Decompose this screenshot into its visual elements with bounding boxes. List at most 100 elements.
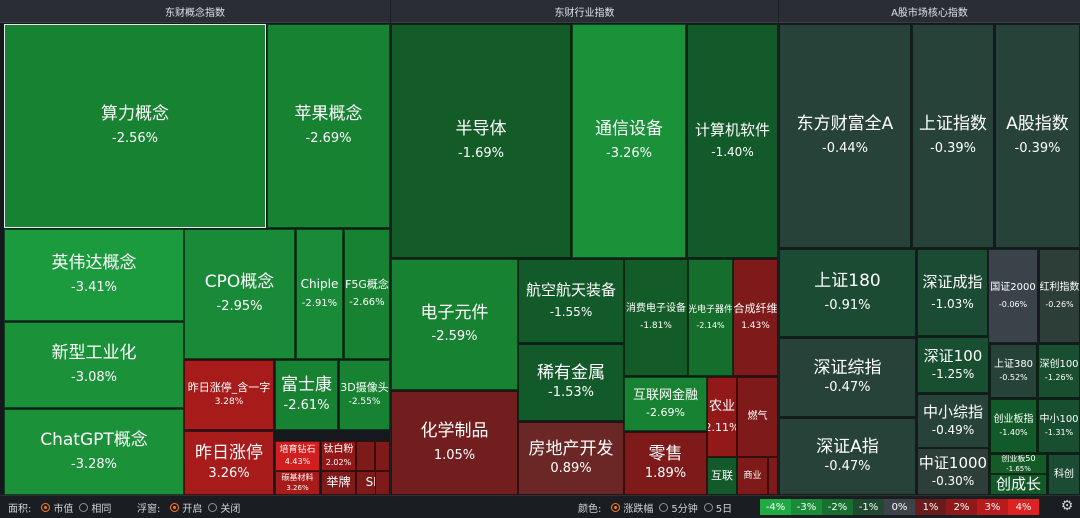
- treemap-tile[interactable]: 培育钻石 4.43%: [275, 441, 320, 471]
- panel-title: A股市场核心指数: [779, 0, 1080, 23]
- treemap-tile[interactable]: Chiple -2.91%: [296, 229, 343, 359]
- treemap-tile[interactable]: 深证100 -1.25%: [917, 337, 989, 393]
- tile-name: 富士康: [281, 375, 332, 396]
- color-option-5day[interactable]: 5日: [698, 500, 732, 515]
- color-scale-swatch: 3%: [977, 499, 1008, 515]
- treemap-tile[interactable]: 中证1000 -0.30%: [917, 448, 989, 495]
- tile-name: 中小综指: [922, 403, 983, 422]
- tile-change: 2.11%: [708, 420, 736, 434]
- treemap-tile[interactable]: 东方财富全A -0.44%: [779, 24, 911, 248]
- treemap-tile[interactable]: 商业: [737, 457, 768, 495]
- area-option-equal[interactable]: 相同: [73, 500, 111, 515]
- tile-name: 航空航天装备: [525, 281, 616, 300]
- tile-change: -3.08%: [71, 369, 117, 385]
- tile-change: 0.89%: [550, 461, 592, 477]
- treemap-tile[interactable]: 化学制品 1.05%: [391, 391, 518, 495]
- treemap-tile[interactable]: 中小综指 -0.49%: [917, 394, 989, 448]
- treemap-tile[interactable]: 上证380 -0.52%: [990, 344, 1037, 398]
- tile-name: 科创: [1054, 468, 1074, 480]
- treemap-tile[interactable]: 国证2000 -0.06%: [988, 249, 1038, 343]
- tile-name: 上证指数: [919, 114, 987, 135]
- treemap-tile[interactable]: 红利指数 -0.26%: [1039, 249, 1080, 343]
- treemap-tile[interactable]: 光电子器件 -2.14%: [688, 259, 733, 376]
- radio-on-icon: [170, 502, 180, 512]
- treemap-tile[interactable]: 深证A指 -0.47%: [779, 418, 916, 495]
- treemap-tile[interactable]: 互联: [707, 457, 737, 495]
- color-scale-legend: -4% -3% -2% -1% 0% 1% 2% 3% 4%: [760, 499, 1039, 515]
- tile-change: -1.26%: [1044, 372, 1074, 382]
- tile-name: 创业板50: [1001, 454, 1036, 464]
- treemap-tile[interactable]: 新型工业化 -3.08%: [4, 322, 184, 408]
- treemap-tile[interactable]: 英伟达概念 -3.41%: [4, 229, 184, 321]
- tile-name: 创业板指: [993, 414, 1034, 426]
- treemap-tile[interactable]: 合成纤维 1.43%: [733, 259, 778, 376]
- tile-name: 深创100: [1039, 359, 1079, 371]
- treemap-tile[interactable]: 3D摄像头 -2.55%: [339, 360, 390, 430]
- tile-change: -1.69%: [458, 145, 504, 161]
- treemap-tile[interactable]: A股指数 -0.39%: [995, 24, 1080, 248]
- treemap-tile[interactable]: 深创100 -1.26%: [1038, 344, 1080, 398]
- tile-name: 碳基材料: [281, 473, 314, 483]
- tile-name: 房地产开发: [528, 438, 614, 459]
- tile-name: 东方财富全A: [796, 114, 894, 135]
- treemap-tile[interactable]: 富士康 -2.61%: [275, 360, 338, 430]
- treemap-tile[interactable]: 深证成指 -1.03%: [917, 249, 988, 336]
- tile-name: 燃气: [747, 411, 768, 423]
- color-scale-swatch: -4%: [760, 499, 791, 515]
- treemap-tile[interactable]: 航空航天装备 -1.55%: [518, 259, 624, 343]
- treemap-tile[interactable]: ChatGPT概念 -3.28%: [4, 409, 184, 495]
- treemap-tile[interactable]: 创业板指 -1.40%: [990, 399, 1037, 453]
- color-scale-swatch: -3%: [791, 499, 822, 515]
- treemap-tile[interactable]: 燃气: [737, 377, 778, 457]
- float-option-off[interactable]: 关闭: [202, 500, 240, 515]
- treemap-tile[interactable]: 稀有金属 -1.53%: [518, 344, 624, 421]
- tile-name: 昨日涨停_含一字: [187, 381, 271, 395]
- treemap-tile[interactable]: 农业 2.11%: [707, 377, 737, 457]
- treemap-tile[interactable]: [375, 441, 390, 471]
- tile-change: -1.03%: [931, 296, 974, 311]
- tile-name: 创成长: [995, 474, 1041, 493]
- treemap-tile[interactable]: 昨日涨停 3.26%: [184, 431, 274, 495]
- treemap-tile[interactable]: 互联网金融 -2.69%: [624, 377, 707, 431]
- treemap-tile[interactable]: 上证指数 -0.39%: [912, 24, 994, 248]
- treemap-tile[interactable]: 计算机软件 -1.40%: [687, 24, 778, 258]
- treemap-tile[interactable]: 通信设备 -3.26%: [572, 24, 686, 258]
- area-option-market-cap[interactable]: 市值: [35, 500, 73, 515]
- treemap-tile[interactable]: [375, 471, 390, 495]
- treemap-tile[interactable]: 半导体 -1.69%: [391, 24, 571, 258]
- treemap-tile[interactable]: 算力概念 -2.56%: [4, 24, 266, 228]
- tile-name: 上证180: [814, 271, 881, 292]
- color-label: 颜色:: [578, 503, 602, 515]
- float-option-on[interactable]: 开启: [164, 500, 202, 515]
- color-option-5min[interactable]: 5分钟: [653, 500, 698, 515]
- tile-name: 3D摄像头: [340, 381, 389, 395]
- treemap-tile[interactable]: 中小100 -1.31%: [1038, 399, 1080, 453]
- treemap-tile[interactable]: [768, 457, 778, 495]
- tile-change: 3.26%: [208, 465, 250, 481]
- treemap-tile[interactable]: 零售 1.89%: [624, 432, 707, 495]
- treemap-tile[interactable]: 电子元件 -2.59%: [391, 259, 518, 390]
- treemap-tile[interactable]: F5G概念 -2.66%: [344, 229, 390, 359]
- tile-name: 零售: [648, 443, 683, 464]
- treemap-tile[interactable]: 苹果概念 -2.69%: [267, 24, 390, 228]
- treemap-tile[interactable]: 昨日涨停_含一字 3.28%: [184, 360, 274, 430]
- tile-change: 4.43%: [284, 457, 311, 467]
- gear-icon[interactable]: ⚙: [1060, 498, 1074, 514]
- treemap-tile[interactable]: 创成长: [990, 474, 1047, 495]
- tile-change: -0.44%: [822, 140, 868, 156]
- treemap-tile[interactable]: 上证180 -0.91%: [779, 249, 916, 337]
- tile-name: 半导体: [455, 119, 507, 140]
- treemap-tile[interactable]: 钛白粉 2.02%: [321, 441, 356, 471]
- treemap-tile[interactable]: 碳基材料 3.26%: [275, 471, 320, 495]
- treemap-tile[interactable]: 房地产开发 0.89%: [518, 422, 624, 495]
- treemap-tile[interactable]: 深证综指 -0.47%: [779, 338, 916, 417]
- treemap-tile[interactable]: 科创: [1048, 454, 1080, 495]
- treemap-tile[interactable]: 消费电子设备 -1.81%: [624, 259, 688, 376]
- panel-core-index: A股市场核心指数 东方财富全A -0.44% 上证指数 -0.39% A股指数 -0.39…: [779, 0, 1080, 495]
- treemap-tile[interactable]: 举牌: [321, 471, 356, 495]
- treemap-tile[interactable]: [356, 441, 375, 471]
- tile-change: -2.95%: [216, 298, 263, 314]
- color-option-change[interactable]: 涨跌幅: [605, 500, 653, 515]
- treemap-tile[interactable]: CPO概念 -2.95%: [184, 229, 295, 359]
- treemap-tile[interactable]: 创业板50 -1.65%: [990, 454, 1047, 474]
